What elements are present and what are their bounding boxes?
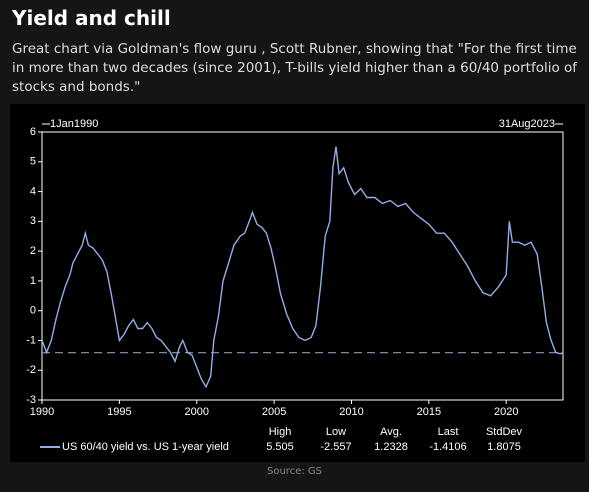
stat-value: 1.8075 xyxy=(487,441,521,453)
legend-label: US 60/40 yield vs. US 1-year yield xyxy=(62,441,229,453)
stat-label: Last xyxy=(438,426,459,438)
x-tick-label: 2020 xyxy=(494,406,518,418)
range-end: 31Aug2023 xyxy=(499,118,555,130)
plot-frame xyxy=(41,131,564,401)
y-tick-label: -1 xyxy=(26,334,36,346)
y-tick-label: 5 xyxy=(30,156,36,168)
y-tick-label: 1 xyxy=(30,275,36,287)
stat-label: Low xyxy=(326,426,346,438)
y-tick-label: 3 xyxy=(30,215,36,227)
chart: 1Jan1990 31Aug2023 -3 -2 -1 0 1 2 3 4 5 6 1990 1995… xyxy=(10,104,585,462)
x-tick-label: 1990 xyxy=(30,406,54,418)
stat-value: 5.505 xyxy=(266,441,294,453)
stat-value: -1.4106 xyxy=(429,441,466,453)
post-title: Yield and chill xyxy=(12,6,171,30)
stat-value: 1.2328 xyxy=(374,441,408,453)
y-tick-label: 0 xyxy=(30,305,36,317)
y-tick-label: 4 xyxy=(30,185,36,197)
series-line xyxy=(41,146,564,389)
range-start: 1Jan1990 xyxy=(50,118,98,130)
x-tick-label: 2005 xyxy=(262,406,286,418)
y-tick-label: -3 xyxy=(26,394,36,406)
y-tick-label: -2 xyxy=(26,364,36,376)
post-caption: Great chart via Goldman's flow guru , Sc… xyxy=(12,41,578,95)
x-tick-label: 2010 xyxy=(339,406,363,418)
stat-label: StdDev xyxy=(486,426,523,438)
stat-label: High xyxy=(269,426,292,438)
x-tick-label: 2000 xyxy=(184,406,208,418)
x-tick-label: 1995 xyxy=(107,406,131,418)
source: Source: GS xyxy=(267,466,322,477)
y-tick-label: 6 xyxy=(30,126,36,138)
y-tick-label: 2 xyxy=(30,245,36,257)
stat-value: -2.557 xyxy=(320,441,351,453)
x-tick-label: 2015 xyxy=(417,406,441,418)
stat-label: Avg. xyxy=(380,426,402,438)
